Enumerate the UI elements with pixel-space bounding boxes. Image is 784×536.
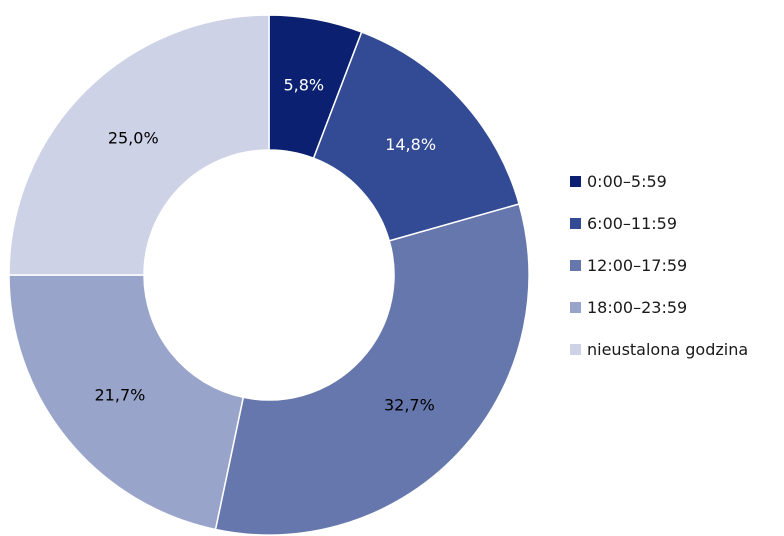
legend-swatch-4 (570, 301, 581, 313)
legend-label-4: 18:00–23:59 (587, 297, 688, 317)
legend-label-1: 0:00–5:59 (587, 171, 667, 191)
legend-label-5: nieustalona godzina (587, 339, 749, 359)
legend-item-1: 0:00–5:59 (570, 170, 748, 192)
legend-label-2: 6:00–11:59 (587, 213, 678, 233)
legend-swatch-2 (570, 217, 581, 229)
data-label-2: 14,8% (385, 135, 436, 154)
legend: 0:00–5:59 6:00–11:59 12:00–17:59 18:00–23:5… (570, 170, 748, 380)
slice-2 (312, 31, 521, 242)
data-label-5: 25,0% (108, 129, 159, 148)
slices-group (8, 14, 530, 536)
legend-swatch-3 (570, 259, 581, 271)
legend-item-4: 18:00–23:59 (570, 296, 748, 318)
slice-5 (8, 14, 270, 276)
data-label-4: 21,7% (95, 385, 146, 404)
legend-label-3: 12:00–17:59 (587, 255, 688, 275)
legend-item-5: nieustalona godzina (570, 338, 748, 360)
legend-swatch-1 (570, 175, 581, 187)
data-label-1: 5,8% (283, 76, 324, 95)
slice-3 (214, 203, 530, 536)
legend-item-3: 12:00–17:59 (570, 254, 748, 276)
legend-item-2: 6:00–11:59 (570, 212, 748, 234)
legend-swatch-5 (570, 343, 581, 355)
data-labels-group: 5,8% 14,8% 32,7% 21,7% 25,0% (95, 76, 437, 415)
slice-4 (8, 274, 245, 531)
data-label-3: 32,7% (384, 395, 435, 414)
